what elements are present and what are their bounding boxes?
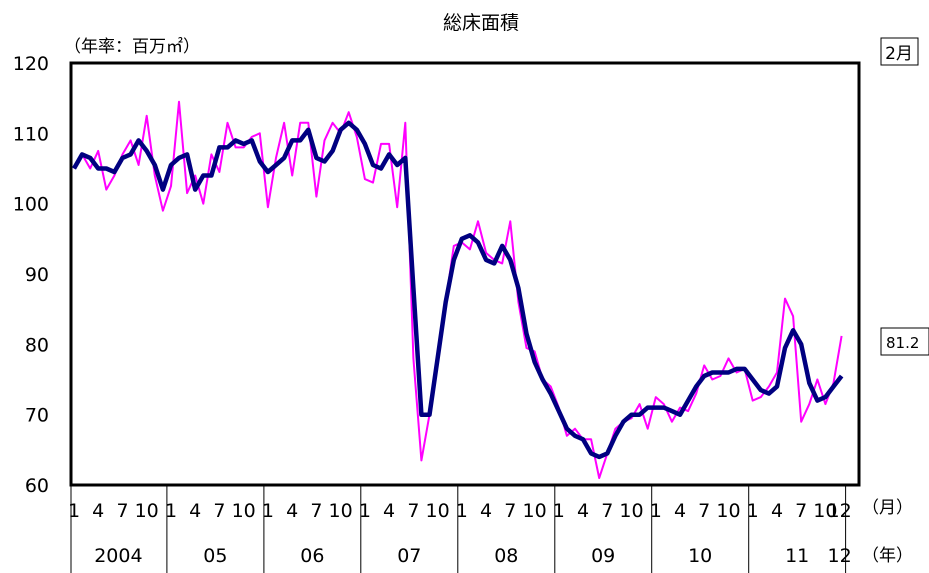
month-tick-label: 7 xyxy=(601,500,613,522)
month-tick-label: 7 xyxy=(795,500,807,522)
month-tick-label: 1 xyxy=(650,500,662,522)
month-tick-label: 4 xyxy=(189,500,201,522)
month-tick-label: 7 xyxy=(407,500,419,522)
period-box-label: 2月 xyxy=(885,44,913,64)
month-tick-label: 10 xyxy=(329,500,353,522)
latest-value-label: 81.2 xyxy=(886,334,919,352)
month-axis-label: （月） xyxy=(862,498,913,518)
month-tick-label: 1 xyxy=(165,500,177,522)
year-label: 10 xyxy=(688,545,712,567)
y-tick-label: 80 xyxy=(25,334,49,356)
unit-label: （年率：百万㎡） xyxy=(64,37,200,57)
y-tick-label: 90 xyxy=(25,264,49,286)
month-tick-label: 4 xyxy=(577,500,589,522)
period-box: 2月 xyxy=(880,37,919,66)
month-tick-label: 1 xyxy=(456,500,468,522)
y-axis-ticks: 60 70 80 90 100 110 120 xyxy=(13,53,49,497)
month-tick-label: 1 xyxy=(553,500,565,522)
month-tick-label: 4 xyxy=(480,500,492,522)
month-tick-label: 7 xyxy=(116,500,128,522)
y-tick-label: 70 xyxy=(25,405,49,427)
month-tick-label: 10 xyxy=(523,500,547,522)
month-tick-label: 12 xyxy=(828,500,852,522)
year-label: 12 xyxy=(828,545,852,567)
month-tick-label: 4 xyxy=(383,500,395,522)
month-tick-label: 10 xyxy=(232,500,256,522)
month-tick-label: 10 xyxy=(716,500,740,522)
y-tick-label: 100 xyxy=(13,194,49,216)
year-label: 05 xyxy=(203,545,227,567)
month-tick-label: 1 xyxy=(262,500,274,522)
month-tick-label: 7 xyxy=(504,500,516,522)
month-tick-label: 10 xyxy=(619,500,643,522)
latest-value-box: 81.2 xyxy=(880,327,929,356)
month-tick-label: 4 xyxy=(674,500,686,522)
y-tick-label: 120 xyxy=(13,53,49,75)
year-label: 08 xyxy=(494,545,518,567)
month-tick-label: 1 xyxy=(747,500,759,522)
month-tick-label: 7 xyxy=(310,500,322,522)
plot-area xyxy=(69,61,861,487)
series-line-moving-average xyxy=(72,120,844,460)
month-tick-label: 1 xyxy=(359,500,371,522)
month-tick-label: 1 xyxy=(68,500,80,522)
y-tick-label: 110 xyxy=(13,123,49,145)
month-tick-label: 10 xyxy=(426,500,450,522)
year-label: 2004 xyxy=(94,545,142,567)
month-tick-label: 4 xyxy=(92,500,104,522)
year-label: 11 xyxy=(785,545,809,567)
month-tick-label: 10 xyxy=(135,500,159,522)
month-tick-label: 4 xyxy=(286,500,298,522)
year-axis-label: （年） xyxy=(862,546,913,566)
month-tick-label: 7 xyxy=(698,500,710,522)
chart-title: 総床面積 xyxy=(443,12,519,34)
month-tick-label: 4 xyxy=(771,500,783,522)
year-label: 07 xyxy=(397,545,421,567)
y-tick-label: 60 xyxy=(25,475,49,497)
year-label: 09 xyxy=(591,545,615,567)
month-tick-label: 7 xyxy=(213,500,225,522)
month-tick-label: 10 xyxy=(813,500,837,522)
year-label: 06 xyxy=(300,545,324,567)
